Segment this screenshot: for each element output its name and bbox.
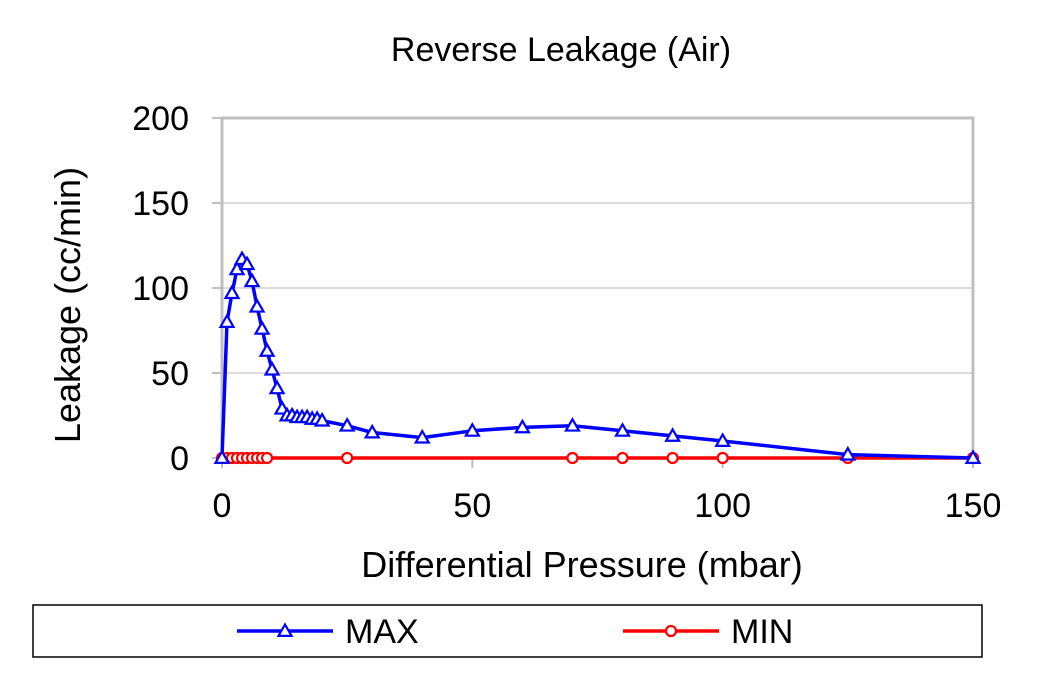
legend-marker-max (276, 622, 294, 637)
data-point-max (248, 297, 266, 313)
y-tick-label: 200 (132, 100, 189, 138)
data-point-max (614, 422, 631, 437)
data-point-min (260, 451, 274, 465)
data-point-max (213, 449, 231, 464)
x-tick-label: 100 (694, 487, 751, 525)
y-axis-title: Leakage (cc/min) (47, 167, 88, 443)
series-line-max (220, 257, 974, 460)
data-point-min (566, 451, 579, 465)
data-point-max (258, 342, 276, 357)
legend-marker-min (664, 624, 678, 638)
data-point-max (238, 255, 256, 271)
legend-label-max: MAX (345, 613, 419, 651)
data-point-max (363, 423, 381, 439)
data-point-max (338, 416, 356, 432)
chart-title: Reverse Leakage (Air) (391, 31, 731, 69)
data-point-max (313, 411, 331, 427)
axis-ticks: 0 50 100 150 200 0 50 100 150 (132, 100, 1001, 525)
x-tick-label: 50 (453, 487, 491, 525)
data-point-max (223, 284, 241, 300)
legend-items: MAX MIN (237, 613, 793, 651)
data-point-min (716, 451, 729, 465)
data-point-max (463, 422, 481, 437)
data-point-max (253, 320, 271, 335)
series-max (213, 250, 982, 464)
legend: MAX MIN (32, 604, 983, 658)
data-point-max (514, 418, 531, 434)
gridlines (222, 202, 973, 374)
data-series (213, 250, 982, 465)
data-point-max (964, 449, 982, 464)
y-tick-label: 100 (132, 270, 189, 308)
y-tick-label: 50 (151, 355, 189, 393)
data-point-max (263, 360, 281, 376)
y-tick-label: 0 (170, 440, 189, 478)
legend-item-max: MAX (237, 613, 419, 651)
x-tick-label: 0 (213, 487, 232, 525)
data-point-max (268, 379, 286, 395)
data-point-min (666, 451, 679, 465)
data-point-max (243, 272, 261, 288)
legend-box (32, 604, 983, 658)
data-point-max (413, 428, 431, 444)
data-point-max (664, 427, 681, 442)
x-axis-title: Differential Pressure (mbar) (361, 544, 802, 585)
data-point-min (341, 451, 354, 465)
legend-label-min: MIN (731, 613, 793, 651)
legend-item-min: MIN (623, 613, 793, 651)
y-tick-label: 150 (132, 185, 189, 223)
data-point-max (714, 432, 732, 447)
data-point-max (218, 313, 236, 328)
data-point-min (616, 451, 629, 465)
x-tick-label: 150 (945, 487, 1002, 525)
data-point-max (839, 445, 857, 461)
data-point-max (564, 416, 581, 432)
